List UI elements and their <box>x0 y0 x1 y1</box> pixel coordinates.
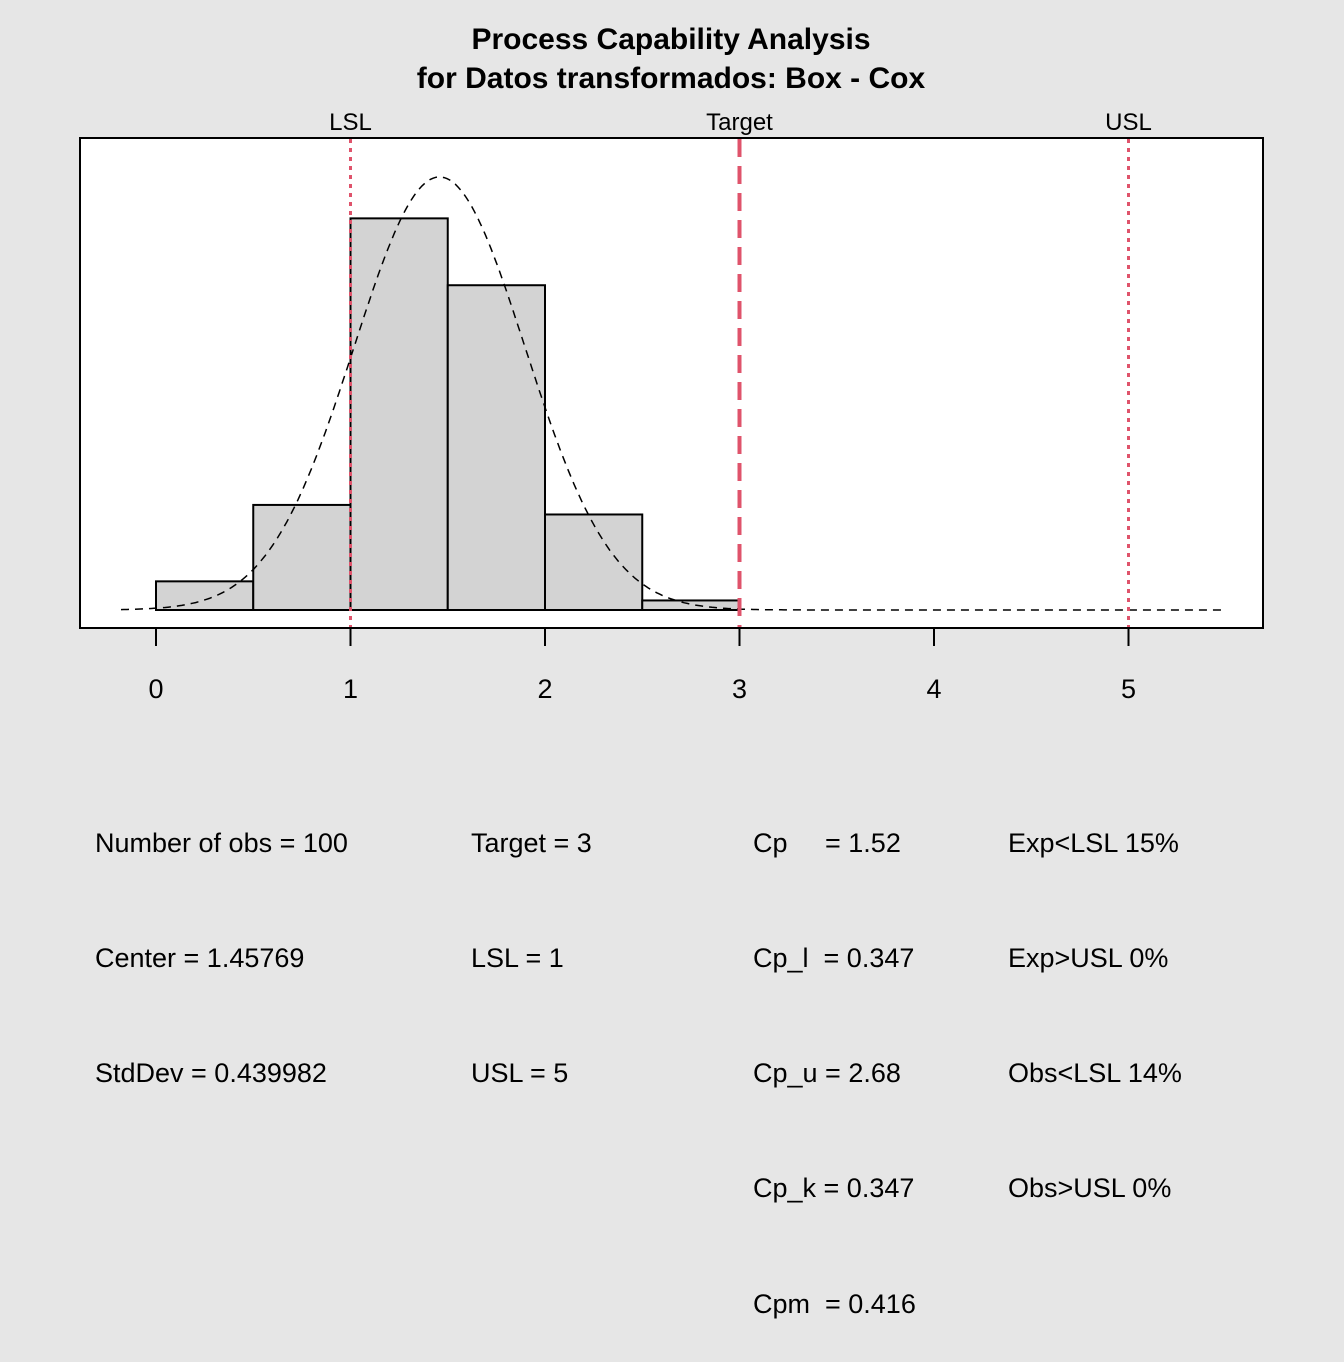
capability-chart: Process Capability Analysis for Datos tr… <box>79 23 1264 704</box>
stat-cpu: Cp_u = 2.68 <box>753 1058 901 1089</box>
histogram-bar <box>446 284 546 611</box>
chart-title: Process Capability Analysis <box>471 23 870 56</box>
stat-stddev: StdDev = 0.439982 <box>95 1058 327 1089</box>
x-tick-label: 5 <box>1121 674 1136 704</box>
stat-center: Center = 1.45769 <box>95 943 305 974</box>
stat-exp-usl: Exp>USL 0% <box>1008 943 1169 974</box>
spec-label-usl: USL <box>1105 109 1152 136</box>
x-tick-label: 4 <box>926 674 941 704</box>
stat-nobs: Number of obs = 100 <box>95 827 348 858</box>
stat-lsl: LSL = 1 <box>471 943 564 974</box>
spec-label-target: Target <box>706 109 773 136</box>
x-tick-label: 3 <box>732 674 747 704</box>
stats-column-3: Cp = 1.52 Cp_l = 0.347 Cp_u = 2.68 Cp_k … <box>753 747 916 1362</box>
stat-obs-usl: Obs>USL 0% <box>1008 1173 1172 1204</box>
stats-column-1: Number of obs = 100 Center = 1.45769 Std… <box>95 747 348 1131</box>
stat-cp: Cp = 1.52 <box>753 827 901 858</box>
histogram-bar <box>544 513 644 611</box>
stats-column-4: Exp<LSL 15% Exp>USL 0% Obs<LSL 14% Obs>U… <box>1008 747 1182 1246</box>
stat-cpl: Cp_l = 0.347 <box>753 943 915 974</box>
x-tick-label: 0 <box>148 674 163 704</box>
stat-exp-lsl: Exp<LSL 15% <box>1008 827 1179 858</box>
chart-subtitle: for Datos transformados: Box - Cox <box>417 62 926 95</box>
stat-cpk: Cp_k = 0.347 <box>753 1173 915 1204</box>
stat-cpm: Cpm = 0.416 <box>753 1288 916 1319</box>
stat-usl: USL = 5 <box>471 1058 569 1089</box>
normal-curve <box>120 176 1226 611</box>
histogram-bar <box>349 217 449 611</box>
spec-label-lsl: LSL <box>329 109 372 136</box>
x-tick-label: 1 <box>343 674 358 704</box>
histogram-bar <box>155 580 255 611</box>
stat-obs-lsl: Obs<LSL 14% <box>1008 1058 1182 1089</box>
histogram-bar <box>252 503 352 612</box>
stats-column-2: Target = 3 LSL = 1 USL = 5 <box>471 747 592 1131</box>
stat-target: Target = 3 <box>471 827 592 858</box>
x-tick-label: 2 <box>537 674 552 704</box>
